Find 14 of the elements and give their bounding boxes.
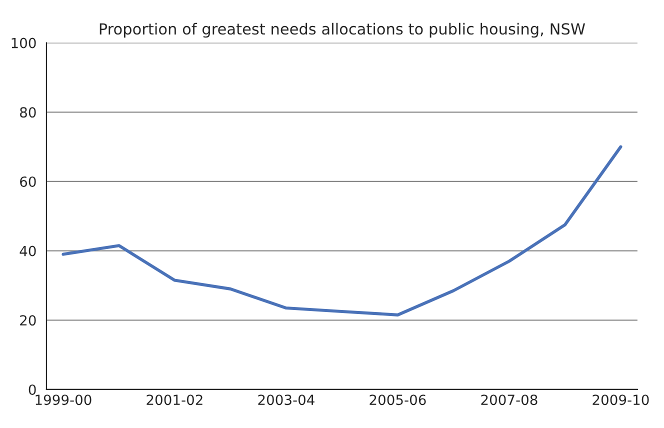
y-tick-label: 60: [20, 176, 36, 187]
x-tick-label: 2009-10: [592, 394, 649, 406]
y-tick-label: 80: [20, 107, 36, 118]
y-tick-label: 40: [20, 246, 36, 256]
line-series: [62, 145, 622, 316]
x-tick-label: 2003-04: [258, 394, 314, 406]
y-tick-label: 100: [12, 38, 36, 48]
x-tick-label: 2001-02: [146, 394, 202, 406]
x-tick-label: 2005-06: [370, 394, 426, 406]
y-tick-label: 20: [20, 315, 36, 326]
chart-title: Proportion of greatest needs allocations to public housing, NSW: [100, 22, 586, 38]
y-tick-label: 0: [28, 384, 36, 395]
x-tick-label: 2007-08: [481, 394, 538, 406]
x-tick-label: 1999-00: [36, 394, 92, 406]
